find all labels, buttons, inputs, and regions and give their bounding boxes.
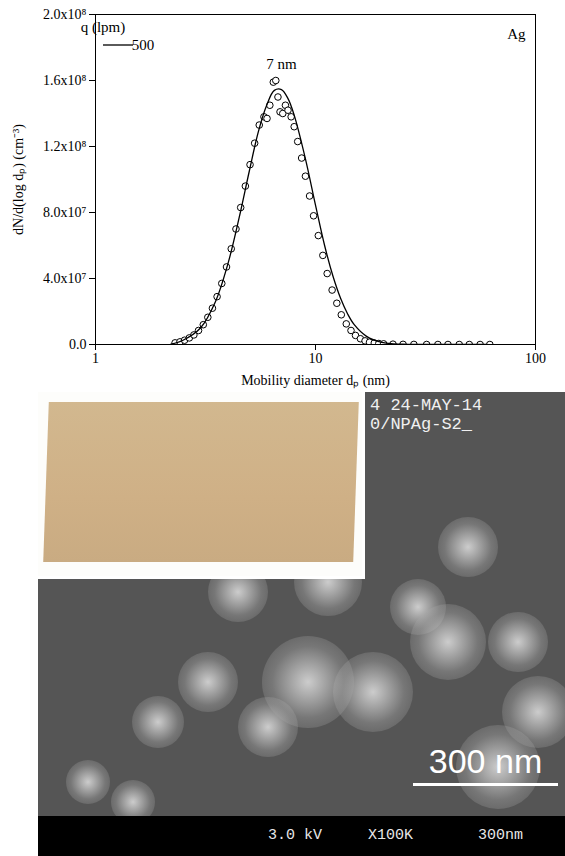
html-text:X100K: X100K xyxy=(368,827,413,844)
html-text:3.0 kV: 3.0 kV xyxy=(268,827,322,844)
svg-text:Mobility diameter dₚ (nm): Mobility diameter dₚ (nm) xyxy=(241,373,390,389)
svg-text:1.6x10⁸: 1.6x10⁸ xyxy=(43,73,87,88)
svg-text:4.0x10⁷: 4.0x10⁷ xyxy=(43,271,87,286)
svg-text:1.2x10⁸: 1.2x10⁸ xyxy=(43,139,87,154)
svg-text:7 nm: 7 nm xyxy=(266,56,297,72)
svg-text:8.0x10⁷: 8.0x10⁷ xyxy=(43,205,87,220)
svg-text:500: 500 xyxy=(132,37,155,53)
svg-text:100: 100 xyxy=(525,351,546,366)
html-text:300 nm: 300 nm xyxy=(428,742,543,780)
svg-text:10: 10 xyxy=(309,351,323,366)
svg-text:0.0: 0.0 xyxy=(69,337,87,352)
svg-text:q (lpm): q (lpm) xyxy=(81,19,126,36)
html-text:300nm: 300nm xyxy=(478,827,523,844)
svg-text:dN/d(log dₚ) (cm⁻³): dN/d(log dₚ) (cm⁻³) xyxy=(11,124,27,235)
svg-text:2.0x10⁸: 2.0x10⁸ xyxy=(43,7,87,22)
html-text:4 24-MAY-14 0/NPAg-S2_: 4 24-MAY-14 0/NPAg-S2_ xyxy=(370,396,483,434)
svg-text:1: 1 xyxy=(92,351,99,366)
svg-text:Ag: Ag xyxy=(507,26,526,42)
